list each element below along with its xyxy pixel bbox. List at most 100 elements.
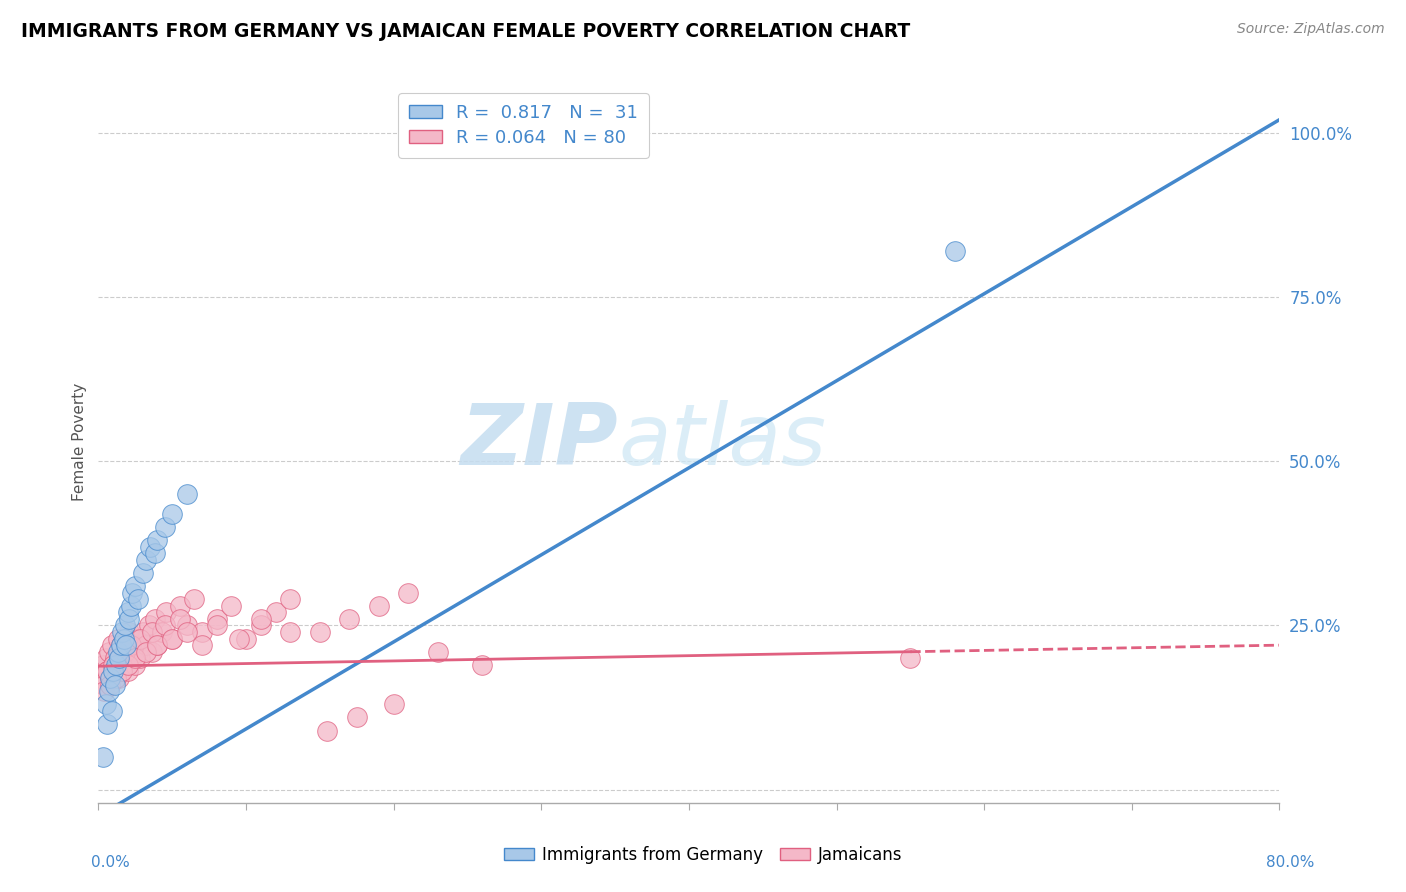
- Point: [124, 651, 146, 665]
- Point: [191, 625, 214, 640]
- Text: ZIP: ZIP: [460, 400, 619, 483]
- Point: [382, 698, 405, 712]
- Point: [146, 533, 169, 547]
- Point: [162, 507, 183, 521]
- Point: [91, 657, 114, 672]
- Point: [135, 645, 157, 659]
- Point: [162, 632, 183, 646]
- Point: [135, 553, 157, 567]
- Point: [235, 632, 257, 646]
- Point: [135, 638, 157, 652]
- Point: [169, 599, 191, 613]
- Point: [139, 540, 162, 554]
- Point: [124, 657, 146, 672]
- Point: [98, 671, 121, 685]
- Point: [94, 698, 117, 712]
- Point: [264, 605, 287, 619]
- Point: [221, 599, 243, 613]
- Legend: R =  0.817   N =  31, R = 0.064   N = 80: R = 0.817 N = 31, R = 0.064 N = 80: [398, 93, 648, 158]
- Point: [250, 612, 273, 626]
- Point: [150, 625, 173, 640]
- Point: [98, 677, 121, 691]
- Point: [93, 684, 115, 698]
- Point: [118, 625, 141, 640]
- Point: [104, 651, 127, 665]
- Point: [91, 749, 114, 764]
- Point: [280, 592, 302, 607]
- Point: [132, 566, 155, 580]
- Point: [280, 625, 302, 640]
- Point: [108, 671, 131, 685]
- Point: [110, 638, 132, 652]
- Point: [128, 651, 150, 665]
- Point: [90, 671, 112, 685]
- Point: [169, 612, 191, 626]
- Point: [250, 618, 273, 632]
- Point: [117, 657, 139, 672]
- Point: [111, 665, 134, 679]
- Point: [943, 244, 966, 258]
- Point: [128, 632, 150, 646]
- Point: [138, 618, 160, 632]
- Point: [96, 665, 118, 679]
- Text: Source: ZipAtlas.com: Source: ZipAtlas.com: [1237, 22, 1385, 37]
- Point: [176, 618, 198, 632]
- Point: [316, 723, 339, 738]
- Point: [127, 592, 149, 607]
- Point: [471, 657, 494, 672]
- Point: [191, 638, 214, 652]
- Point: [427, 645, 450, 659]
- Point: [155, 605, 177, 619]
- Point: [98, 671, 121, 685]
- Text: atlas: atlas: [619, 400, 827, 483]
- Point: [112, 645, 135, 659]
- Point: [111, 625, 134, 640]
- Point: [96, 717, 118, 731]
- Point: [125, 632, 148, 646]
- Point: [228, 632, 250, 646]
- Text: 80.0%: 80.0%: [1267, 855, 1315, 870]
- Point: [121, 651, 143, 665]
- Point: [398, 585, 420, 599]
- Point: [97, 684, 120, 698]
- Point: [105, 657, 128, 672]
- Point: [117, 665, 139, 679]
- Point: [176, 487, 198, 501]
- Point: [93, 677, 115, 691]
- Point: [103, 657, 125, 672]
- Point: [146, 638, 169, 652]
- Point: [115, 638, 138, 652]
- Point: [141, 645, 163, 659]
- Point: [108, 651, 131, 665]
- Point: [122, 638, 145, 652]
- Point: [103, 657, 125, 672]
- Point: [105, 671, 128, 685]
- Text: IMMIGRANTS FROM GERMANY VS JAMAICAN FEMALE POVERTY CORRELATION CHART: IMMIGRANTS FROM GERMANY VS JAMAICAN FEMA…: [21, 22, 910, 41]
- Point: [346, 710, 368, 724]
- Point: [107, 645, 129, 659]
- Point: [121, 585, 143, 599]
- Point: [105, 665, 128, 679]
- Y-axis label: Female Poverty: Female Poverty: [72, 383, 87, 500]
- Point: [153, 618, 176, 632]
- Point: [183, 592, 205, 607]
- Point: [100, 638, 122, 652]
- Point: [127, 645, 149, 659]
- Point: [115, 632, 138, 646]
- Point: [120, 599, 142, 613]
- Point: [146, 638, 169, 652]
- Point: [205, 618, 228, 632]
- Point: [900, 651, 922, 665]
- Point: [111, 657, 134, 672]
- Point: [107, 632, 129, 646]
- Point: [141, 625, 163, 640]
- Point: [120, 645, 142, 659]
- Point: [103, 665, 125, 679]
- Point: [104, 677, 127, 691]
- Point: [97, 645, 120, 659]
- Legend: Immigrants from Germany, Jamaicans: Immigrants from Germany, Jamaicans: [496, 839, 910, 871]
- Point: [120, 638, 142, 652]
- Point: [143, 612, 166, 626]
- Point: [176, 625, 198, 640]
- Point: [110, 638, 132, 652]
